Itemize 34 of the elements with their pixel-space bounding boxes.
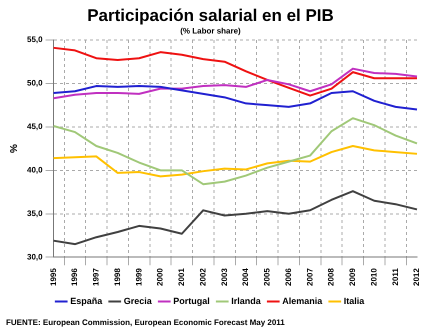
legend-label: Portugal [173, 296, 210, 306]
x-tick-label: 2004 [241, 268, 250, 286]
y-axis-title: % [8, 144, 20, 154]
chart-title: Participación salarial en el PIB [87, 6, 334, 25]
x-tick-label: 2002 [198, 268, 208, 286]
legend-label: Alemania [282, 296, 324, 306]
x-tick-label: 2010 [369, 268, 378, 286]
y-tick-label: 40,0 [26, 166, 44, 175]
x-tick-label: 2005 [262, 268, 272, 286]
legend-label: Irlanda [231, 296, 262, 306]
x-tick-label: 2006 [284, 268, 293, 286]
x-tick-label: 2012 [412, 268, 422, 286]
x-tick-label: 2001 [177, 268, 186, 286]
x-tick-label: 2007 [305, 268, 314, 286]
x-tick-label: 2011 [390, 268, 400, 286]
x-tick-label: 2008 [326, 268, 336, 286]
legend-label: Grecia [124, 296, 153, 306]
y-tick-label: 45,0 [26, 122, 44, 132]
x-tick-label: 1995 [48, 268, 58, 286]
y-tick-label: 30,0 [26, 252, 44, 262]
x-tick-label: 1997 [92, 268, 101, 286]
legend-label: España [70, 296, 104, 306]
x-tick-label: 2000 [156, 268, 165, 286]
x-tick-label: 1998 [112, 268, 122, 286]
y-tick-label: 35,0 [26, 208, 44, 218]
chart-subtitle: (% Labor share) [180, 26, 242, 36]
x-tick-label: 2003 [220, 268, 229, 286]
legend-label: Italia [344, 296, 366, 306]
x-tick-label: 1999 [134, 268, 144, 286]
x-tick-label: 1996 [70, 268, 80, 286]
x-tick-label: 2009 [348, 268, 358, 286]
y-tick-label: 55,0 [26, 35, 44, 44]
y-tick-label: 50,0 [26, 78, 44, 88]
source-note: FUENTE: European Commission, European Economic Forecast May 2011 [6, 318, 286, 328]
